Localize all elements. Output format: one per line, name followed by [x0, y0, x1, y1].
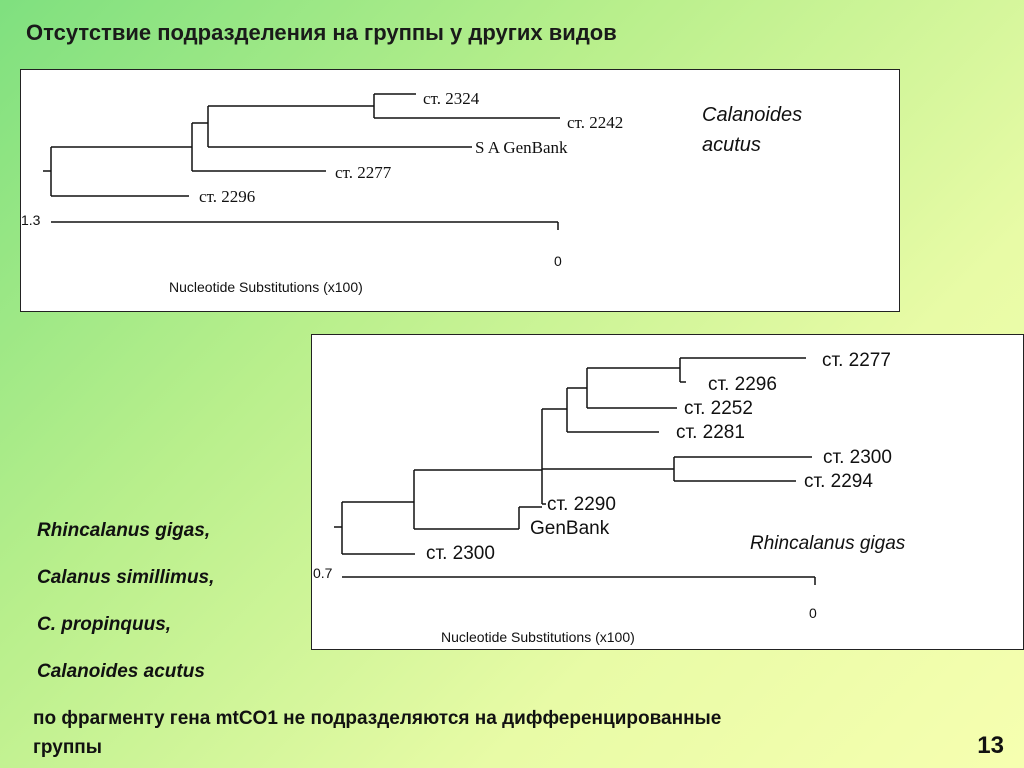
- tree-top-scale-max: 1.3: [21, 212, 41, 228]
- tree-bottom-leaf-2252: ст. 2252: [684, 398, 753, 419]
- page-number: 13: [977, 732, 1004, 759]
- conclusion-text: по фрагменту гена mtCO1 не подразделяютс…: [33, 708, 722, 758]
- tree-top-leaf-2296: ст. 2296: [199, 187, 255, 206]
- tree-bottom-leaf-genbank: GenBank: [530, 518, 610, 539]
- tree-bottom-leaf-2294: ст. 2294: [804, 471, 873, 492]
- tree-top-leaf-genbank: S A GenBank: [475, 138, 568, 157]
- tree-top-scale-min: 0: [554, 253, 562, 269]
- slide-title: Отсутствие подразделения на группы у дру…: [26, 20, 617, 45]
- tree-bottom-species: Rhincalanus gigas: [750, 533, 906, 554]
- tree-bottom-branches: [334, 357, 816, 585]
- tree-top-leaf-2324: ст. 2324: [423, 89, 480, 108]
- tree-bottom-scale-max: 0.7: [313, 565, 333, 581]
- tree-top-branches: [43, 93, 560, 230]
- species-list-item: C. propinquus,: [37, 614, 172, 635]
- species-list-item: Calanoides acutus: [37, 661, 205, 682]
- tree-bottom-leaf-2300-b: ст. 2300: [426, 543, 495, 564]
- tree-top-species-line1: Calanoides: [702, 104, 803, 126]
- tree-bottom-leaf-2300-a: ст. 2300: [823, 447, 892, 468]
- tree-top-leaf-2277: ст. 2277: [335, 163, 392, 182]
- tree-top-leaf-2242: ст. 2242: [567, 113, 623, 132]
- tree-top-species-line2: acutus: [702, 134, 761, 156]
- species-list-item: Rhincalanus gigas,: [37, 520, 211, 541]
- tree-top-svg: ст. 2324 ст. 2242 S A GenBank ст. 2277 с…: [21, 89, 623, 295]
- phylogenetic-tree-calanoides: ст. 2324 ст. 2242 S A GenBank ст. 2277 с…: [20, 69, 900, 312]
- tree-bottom-leaf-2277: ст. 2277: [822, 350, 891, 371]
- tree-bottom-scale-min: 0: [809, 605, 817, 621]
- tree-bottom-axis-label: Nucleotide Substitutions (x100): [441, 629, 635, 645]
- species-list-item: Calanus simillimus,: [37, 567, 215, 588]
- tree-top-axis-label: Nucleotide Substitutions (x100): [169, 279, 363, 295]
- tree-bottom-leaf-2281: ст. 2281: [676, 422, 745, 443]
- tree-bottom-leaf-2290: ст. 2290: [547, 494, 616, 515]
- tree-bottom-leaf-2296: ст. 2296: [708, 374, 777, 395]
- phylogenetic-tree-rhincalanus: ст. 2277 ст. 2296 ст. 2252 ст. 2281 ст. …: [311, 334, 1024, 650]
- species-list: Rhincalanus gigas, Calanus simillimus, C…: [37, 518, 214, 706]
- tree-bottom-svg: ст. 2277 ст. 2296 ст. 2252 ст. 2281 ст. …: [313, 350, 892, 645]
